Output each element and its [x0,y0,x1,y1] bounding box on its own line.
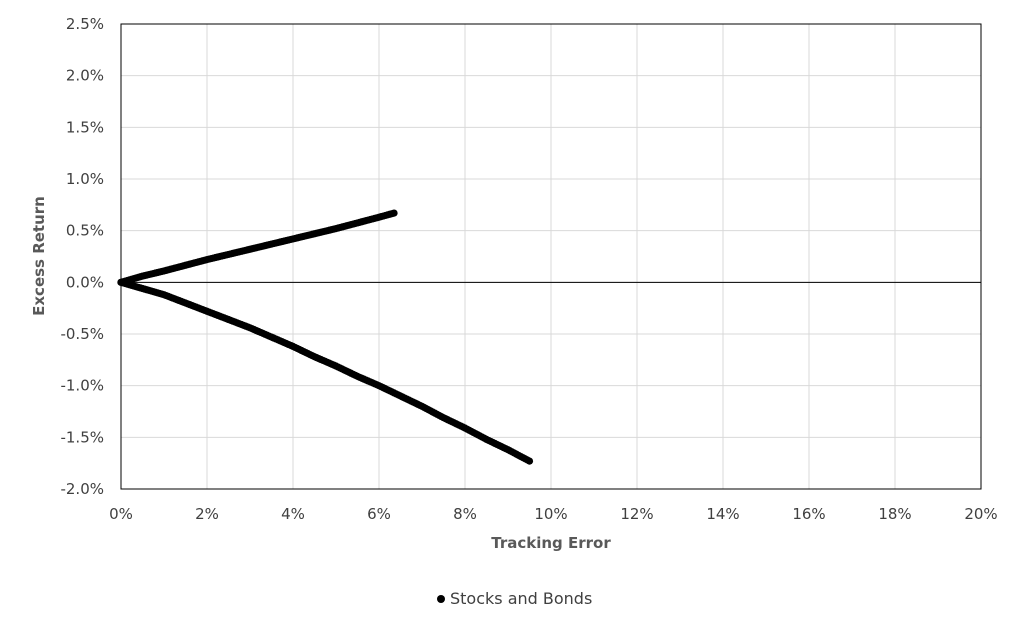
x-tick-label: 2% [195,505,219,523]
y-tick-label: -0.5% [60,325,104,343]
x-tick-label: 18% [878,505,911,523]
x-axis-tick-labels: 0% 2% 4% 6% 8% 10% 12% 14% 16% 18% 20% [109,505,998,523]
y-tick-label: -1.5% [60,428,104,446]
gridlines [121,24,981,489]
x-axis-title: Tracking Error [491,534,611,552]
y-tick-label: -1.0% [60,377,104,395]
x-tick-label: 10% [534,505,567,523]
legend: Stocks and Bonds [437,589,592,608]
x-tick-label: 20% [964,505,997,523]
x-tick-label: 8% [453,505,477,523]
y-axis-title: Excess Return [30,196,48,316]
plot-area-border [120,23,982,490]
y-axis-tick-labels: 2.5% 2.0% 1.5% 1.0% 0.5% 0.0% -0.5% -1.0% -1.5% -… [60,15,104,498]
y-tick-label: 0.5% [66,222,104,240]
x-tick-label: 6% [367,505,391,523]
y-tick-label: 2.5% [66,15,104,33]
legend-label: Stocks and Bonds [450,589,592,608]
y-tick-label: 1.0% [66,170,104,188]
x-tick-label: 0% [109,505,133,523]
y-tick-label: 0.0% [66,273,104,291]
x-tick-label: 16% [792,505,825,523]
data-point [390,209,398,217]
y-tick-label: 2.0% [66,67,104,85]
x-tick-label: 12% [620,505,653,523]
y-tick-label: -2.0% [60,480,104,498]
data-point [525,457,534,465]
legend-marker [437,595,445,603]
x-tick-label: 14% [706,505,739,523]
data-points [117,209,534,465]
x-tick-label: 4% [281,505,305,523]
y-tick-label: 1.5% [66,118,104,136]
